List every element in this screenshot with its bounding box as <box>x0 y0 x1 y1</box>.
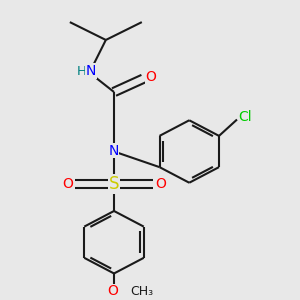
Text: O: O <box>145 70 156 84</box>
Text: N: N <box>108 144 118 158</box>
Text: O: O <box>107 284 118 298</box>
Text: H: H <box>76 65 86 78</box>
Text: O: O <box>62 177 73 191</box>
Text: O: O <box>155 177 166 191</box>
Text: Cl: Cl <box>238 110 252 124</box>
Text: CH₃: CH₃ <box>130 285 154 298</box>
Text: N: N <box>86 64 96 78</box>
Text: S: S <box>109 175 119 193</box>
